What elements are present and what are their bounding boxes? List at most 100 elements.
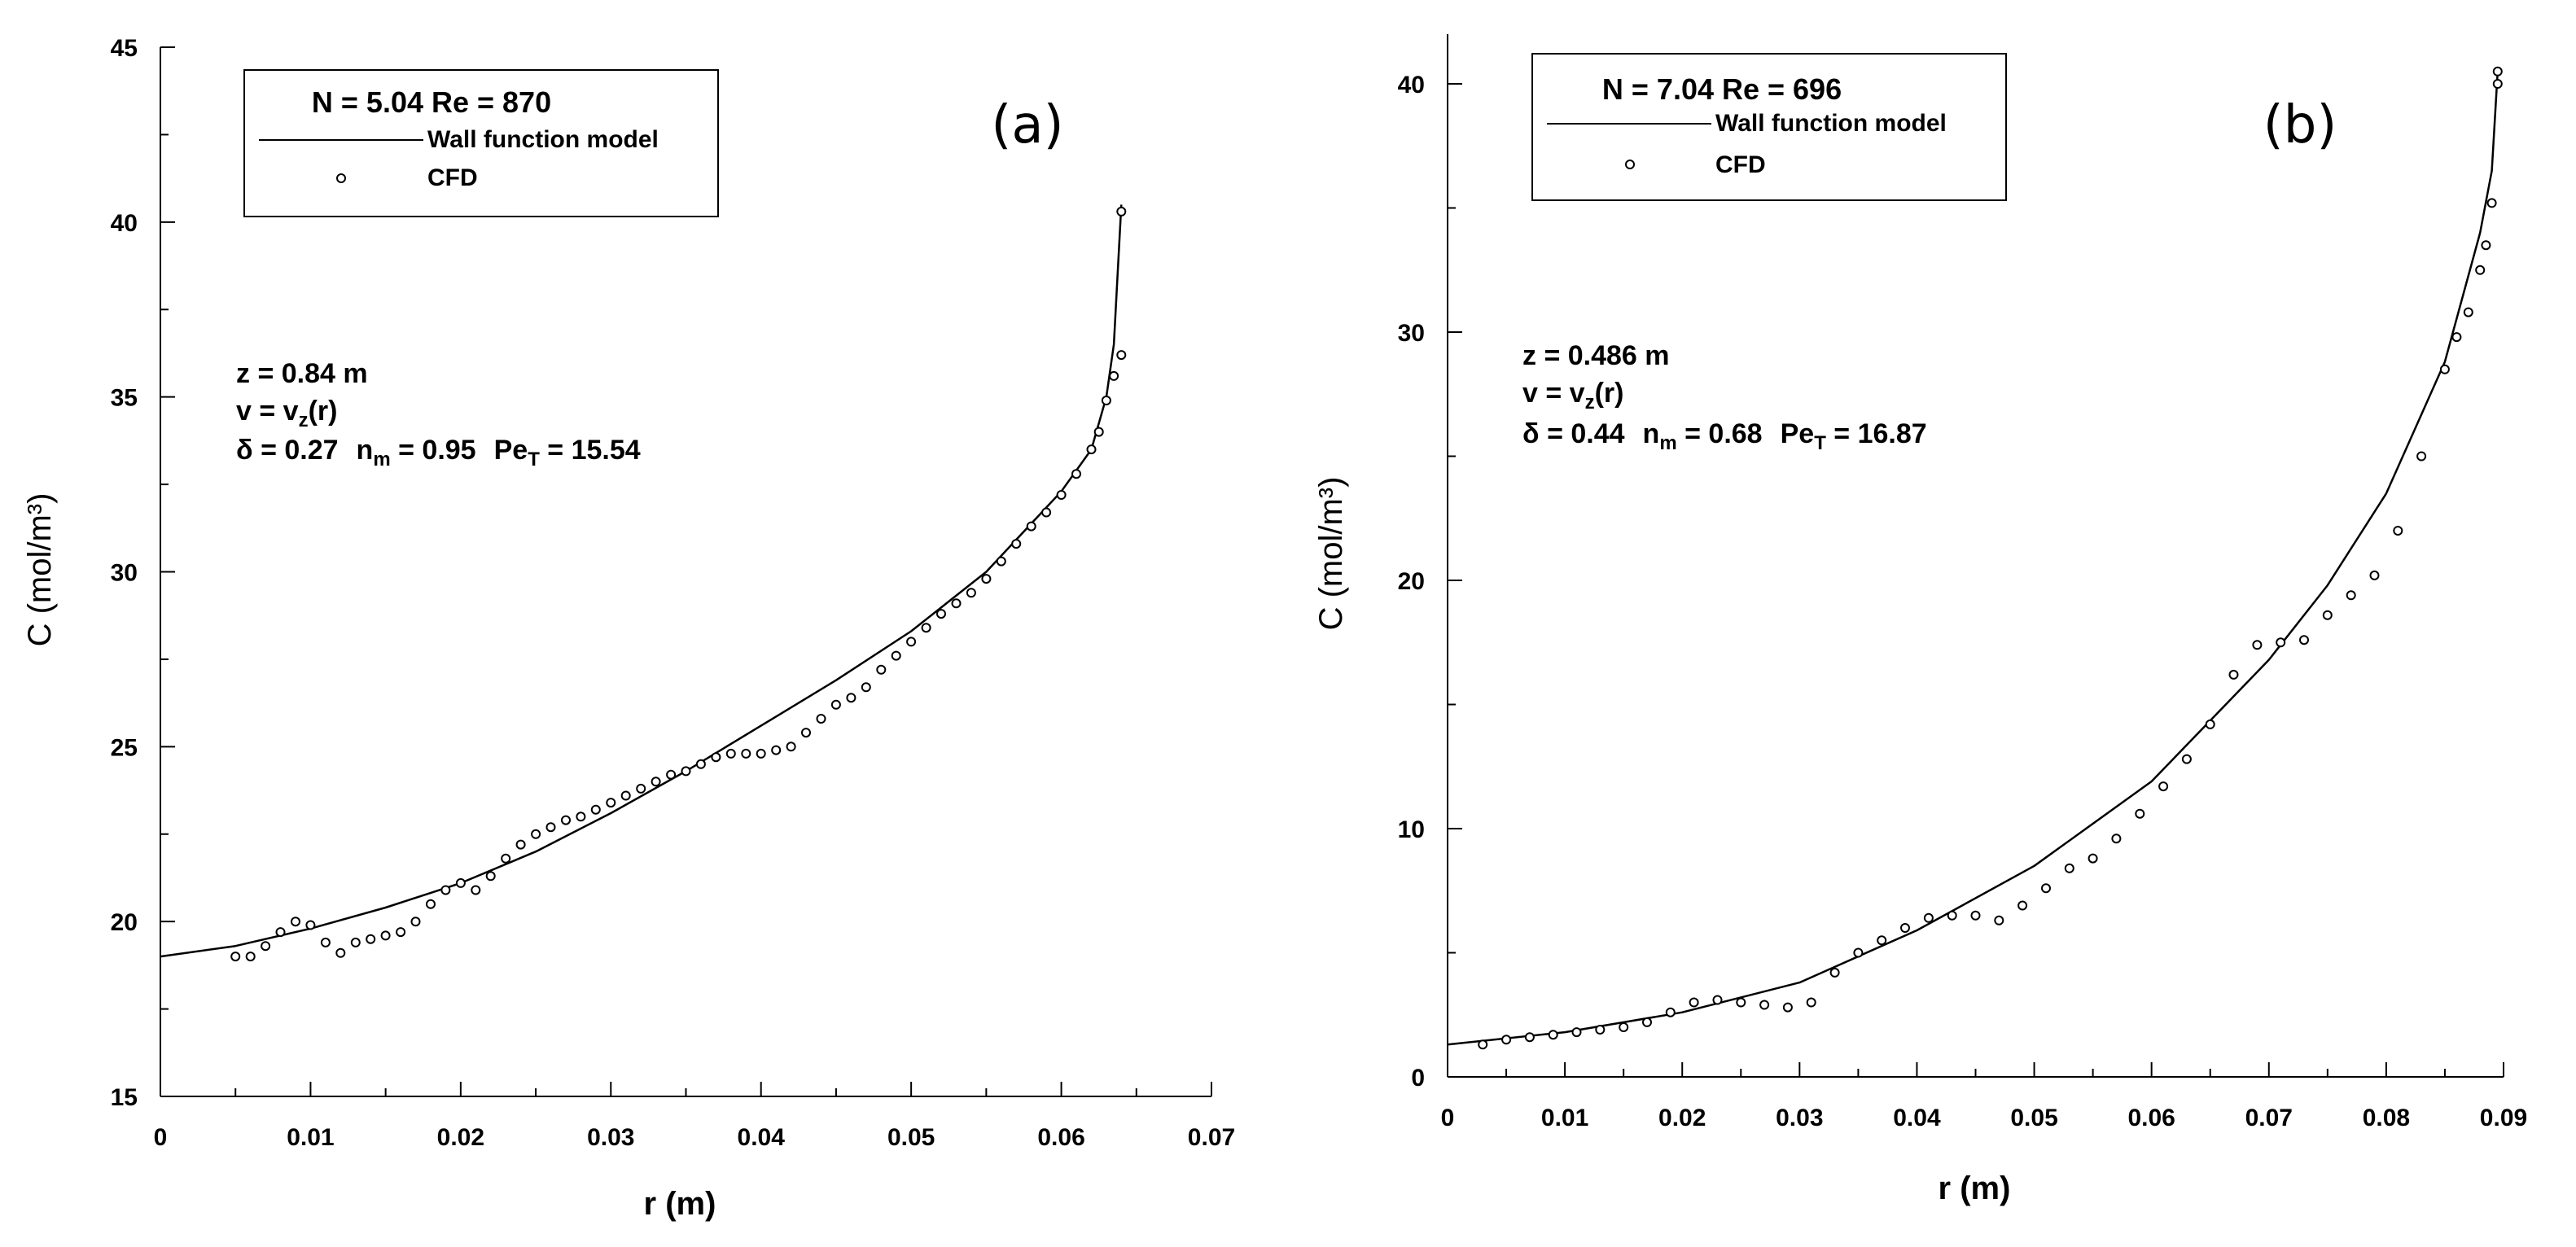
cfd-point [396, 927, 406, 938]
cfd-point [681, 766, 691, 777]
cfd-point [2111, 834, 2122, 844]
axis-ticks [160, 46, 1212, 1097]
annotation-v: v = vz(r) [236, 396, 337, 431]
cfd-point [771, 745, 782, 755]
legend-entry-cfd: CFD [1715, 151, 1766, 178]
cfd-point [636, 783, 646, 794]
y-axis-title: C (mol/m³) [22, 493, 58, 647]
axis-ticks [1447, 83, 2504, 1078]
cfd-point [1759, 1000, 1770, 1010]
legend-header: N = 5.04 Re = 870 [312, 85, 551, 119]
x-tick-label: 0.04 [738, 1124, 786, 1151]
cfd-point [366, 934, 376, 944]
cfd-point [2475, 265, 2486, 275]
x-tick-label: 0.05 [2010, 1105, 2057, 1131]
cfd-point [2299, 635, 2309, 645]
cfd-point [816, 714, 826, 724]
cfd-point [921, 623, 931, 633]
x-tick-label: 0.03 [1776, 1105, 1823, 1131]
cfd-point [1947, 910, 1957, 921]
x-tick-label: 0.06 [1037, 1124, 1084, 1151]
cfd-point [2135, 808, 2145, 819]
cfd-point [906, 637, 917, 647]
cfd-point [1970, 910, 1981, 921]
annotation-z: z = 0.486 m [1522, 340, 1670, 371]
cfd-point [741, 748, 751, 759]
cfd-point [1109, 370, 1119, 381]
cfd-point [861, 682, 871, 693]
x-tick-label: 0.01 [287, 1124, 334, 1151]
cfd-point [410, 917, 421, 927]
y-axis-title: C (mol/m³) [1313, 477, 1349, 631]
model-curve [1447, 71, 2499, 1046]
cfd-point [426, 899, 436, 909]
cfd-point [1116, 206, 1127, 217]
y-tick-label: 45 [111, 35, 138, 62]
cfd-point [305, 920, 316, 930]
cfd-point [2181, 754, 2192, 764]
legend-entry-model: Wall function model [427, 126, 659, 153]
y-tick-label: 30 [111, 560, 138, 587]
cfd-point [2486, 198, 2497, 208]
cfd-point [891, 650, 901, 661]
cfd-point [2205, 719, 2215, 729]
cfd-point [2228, 669, 2239, 680]
cfd-point [620, 790, 631, 801]
cfd-point [1712, 995, 1723, 1005]
legend-entry-model: Wall function model [1715, 110, 1947, 137]
panel-b: 0 0.01 0.02 0.03 0.04 0.05 0.06 0.07 0.08 0.09 0 10… [1313, 34, 2527, 1206]
cfd-point [2492, 79, 2503, 89]
cfd-point [651, 777, 661, 787]
model-curve-line [1447, 71, 2499, 1046]
cfd-markers [230, 206, 1127, 962]
panel-label: (b) [2263, 95, 2337, 155]
x-tick-label: 0.06 [2127, 1105, 2175, 1131]
cfd-point [291, 917, 300, 927]
cfd-point [2158, 781, 2169, 792]
annotation-params: δ = 0.27 nm = 0.95 PeT = 15.54 [236, 435, 641, 470]
cfd-point [1900, 923, 1910, 933]
cfd-point [2322, 610, 2333, 620]
x-axis-title: r (m) [644, 1186, 716, 1222]
cfd-point [380, 930, 391, 941]
y-tick-label: 15 [111, 1084, 138, 1111]
legend: N = 5.04 Re = 870 Wall function model CF… [243, 69, 719, 217]
y-tick-label: 40 [111, 210, 138, 237]
cfd-markers [1478, 66, 2503, 1050]
cfd-point [2492, 66, 2503, 77]
cfd-point [2481, 240, 2491, 251]
cfd-point [261, 941, 271, 952]
cfd-point [981, 574, 992, 584]
cfd-point [350, 937, 361, 947]
x-tick-label: 0.05 [887, 1124, 935, 1151]
cfd-point [756, 748, 766, 759]
x-tick-label: 0.07 [2245, 1105, 2293, 1131]
cfd-point [245, 952, 256, 962]
cfd-point [1994, 915, 2004, 925]
cfd-point [936, 609, 946, 619]
cfd-point [230, 952, 241, 962]
parameter-annotation: z = 0.486 m v = vz(r) δ = 0.44 nm = 0.68 P… [1522, 340, 1927, 454]
legend-header: N = 7.04 Re = 696 [1602, 72, 1842, 106]
cfd-point [1853, 947, 1864, 958]
cfd-point [545, 822, 556, 833]
cfd-point [996, 556, 1006, 567]
x-tick-label: 0 [154, 1124, 168, 1151]
cfd-point [1026, 521, 1036, 532]
x-tick-label: 0.03 [587, 1124, 634, 1151]
cfd-point [561, 815, 571, 825]
legend-marker-swatch [1625, 160, 1635, 169]
cfd-point [786, 742, 796, 752]
x-tick-label: 0.09 [2480, 1105, 2527, 1131]
cfd-point [830, 699, 841, 710]
legend-box [1531, 53, 2007, 201]
cfd-point [1782, 1002, 1793, 1013]
legend-marker-swatch [336, 173, 346, 183]
cfd-point [1011, 539, 1022, 549]
cfd-point [2416, 451, 2427, 462]
annotation-params: δ = 0.44 nm = 0.68 PeT = 16.87 [1522, 418, 1927, 454]
y-tick-label: 40 [1398, 72, 1425, 98]
cfd-point [951, 598, 962, 609]
cfd-point [1736, 997, 1746, 1008]
cfd-point [725, 748, 736, 759]
